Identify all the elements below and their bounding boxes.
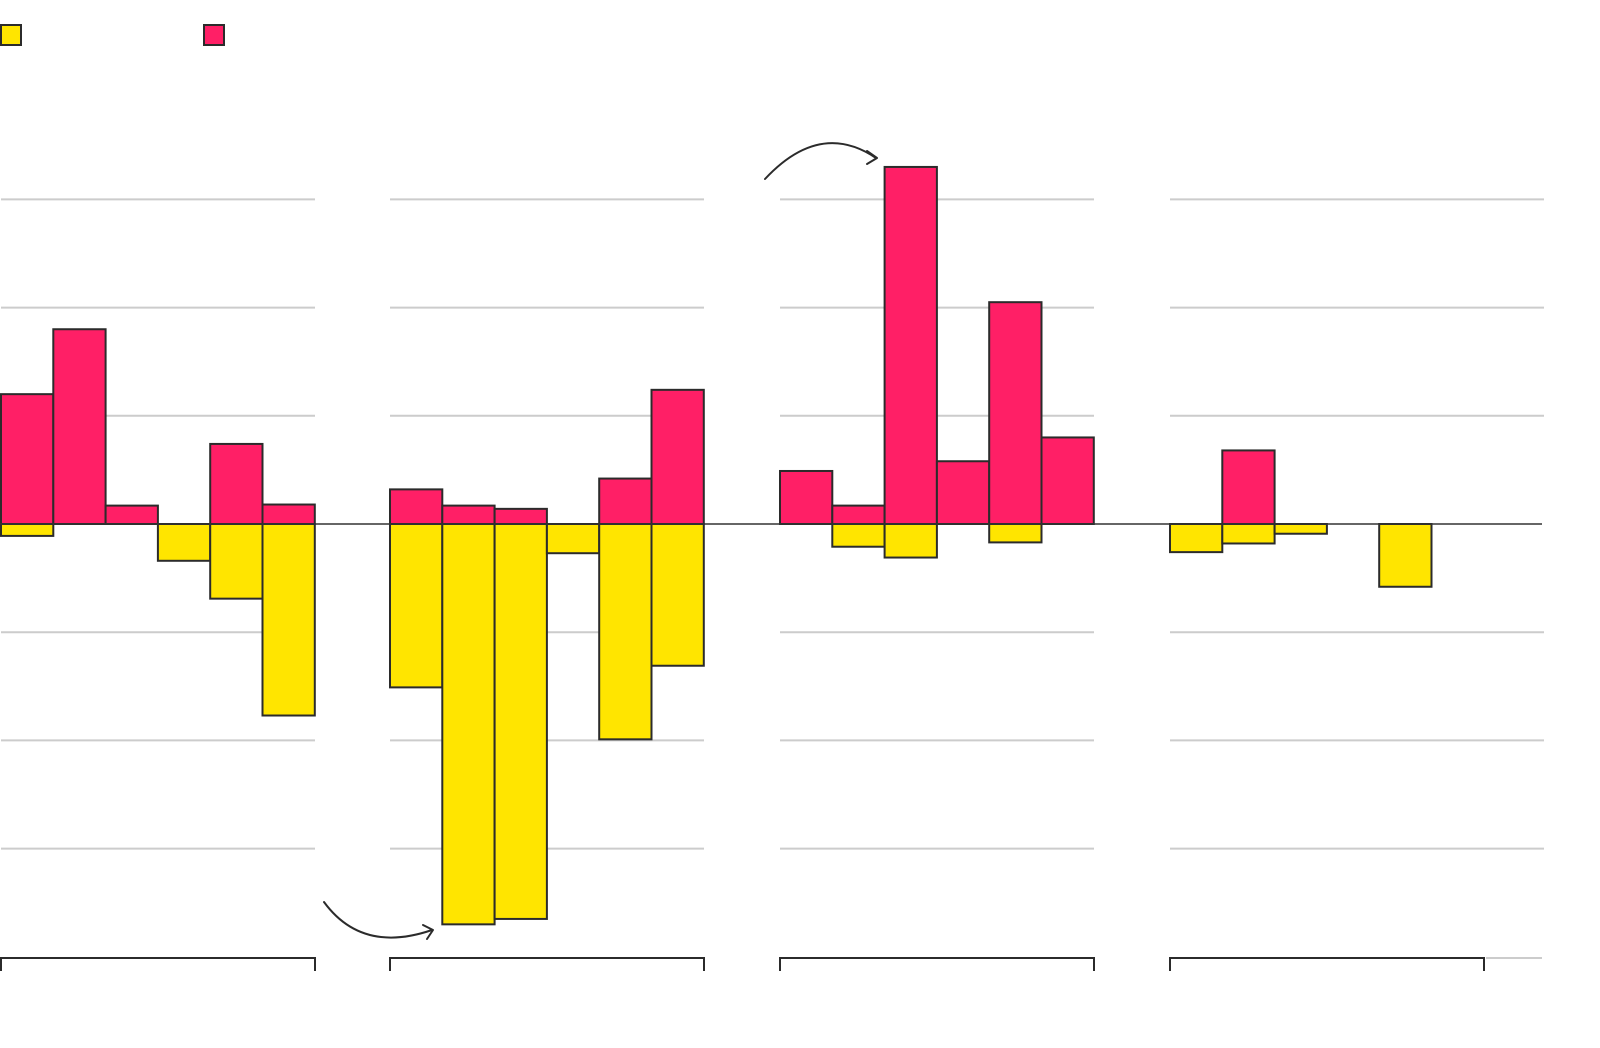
bar-panel-1-series-1-item-6 <box>261 523 316 717</box>
bar-panel-2-series-2-item-2 <box>441 504 496 525</box>
bar-panel-2-series-1-item-4 <box>545 523 601 555</box>
bar-panel-1-series-2-item-1 <box>0 393 55 525</box>
bar-panel-3-series-2-item-5 <box>988 301 1043 525</box>
bar-panel-4-series-2-item-2 <box>1221 449 1276 526</box>
bar-panel-2-series-2-item-1 <box>389 488 444 526</box>
annotation-arrow-1 <box>323 901 433 939</box>
bar-panel-2-series-2-item-6 <box>650 388 705 525</box>
bar-panel-1-series-2-item-5 <box>209 442 264 526</box>
bar-panel-2-series-1-item-5 <box>598 523 653 741</box>
annotation-arrow-1-head <box>422 924 434 940</box>
bar-panel-4-series-1-item-1 <box>1169 523 1224 554</box>
bar-panel-4-series-1-item-5 <box>1378 523 1433 588</box>
bar-panel-1-series-1-item-1 <box>0 523 55 537</box>
bar-panel-2-series-2-item-3 <box>493 507 548 525</box>
bar-panel-4-series-1-item-3 <box>1273 523 1328 535</box>
bar-panel-2-series-1-item-3 <box>493 523 548 920</box>
bar-panel-1-series-2-item-6 <box>261 503 316 525</box>
bar-panel-2-series-1-item-1 <box>389 523 444 689</box>
bar-panel-1-series-2-item-2 <box>52 328 107 525</box>
legend-swatch-pink <box>203 24 225 46</box>
panel-bracket-3 <box>779 957 1095 971</box>
panel-bracket-4 <box>1169 957 1485 971</box>
panel-bracket-1 <box>0 957 316 971</box>
bar-panel-2-series-1-item-6 <box>650 523 705 667</box>
bar-panel-3-series-2-item-1 <box>779 469 834 525</box>
bar-panel-3-series-1-item-2 <box>831 523 886 548</box>
annotation-arrow-2-head <box>866 150 878 165</box>
bar-panel-3-series-2-item-4 <box>935 460 991 525</box>
bar-panel-3-series-2-item-2 <box>831 504 886 525</box>
annotation-arrow-2 <box>764 142 877 180</box>
bar-panel-3-series-2-item-3 <box>883 165 938 525</box>
bar-panel-3-series-1-item-3 <box>883 523 938 559</box>
bar-panel-1-series-2-item-3 <box>104 504 159 525</box>
legend-swatch-yellow <box>0 24 22 46</box>
bar-panel-2-series-1-item-2 <box>441 523 496 926</box>
bar-panel-3-series-2-item-6 <box>1040 436 1095 525</box>
bar-panel-2-series-2-item-5 <box>598 477 653 525</box>
panel-bracket-2 <box>389 957 705 971</box>
bar-panel-3-series-1-item-5 <box>988 523 1043 544</box>
bar-panel-1-series-1-item-4 <box>156 523 212 562</box>
bar-panel-1-series-1-item-5 <box>209 523 264 600</box>
bar-panel-4-series-1-item-2 <box>1221 523 1276 545</box>
